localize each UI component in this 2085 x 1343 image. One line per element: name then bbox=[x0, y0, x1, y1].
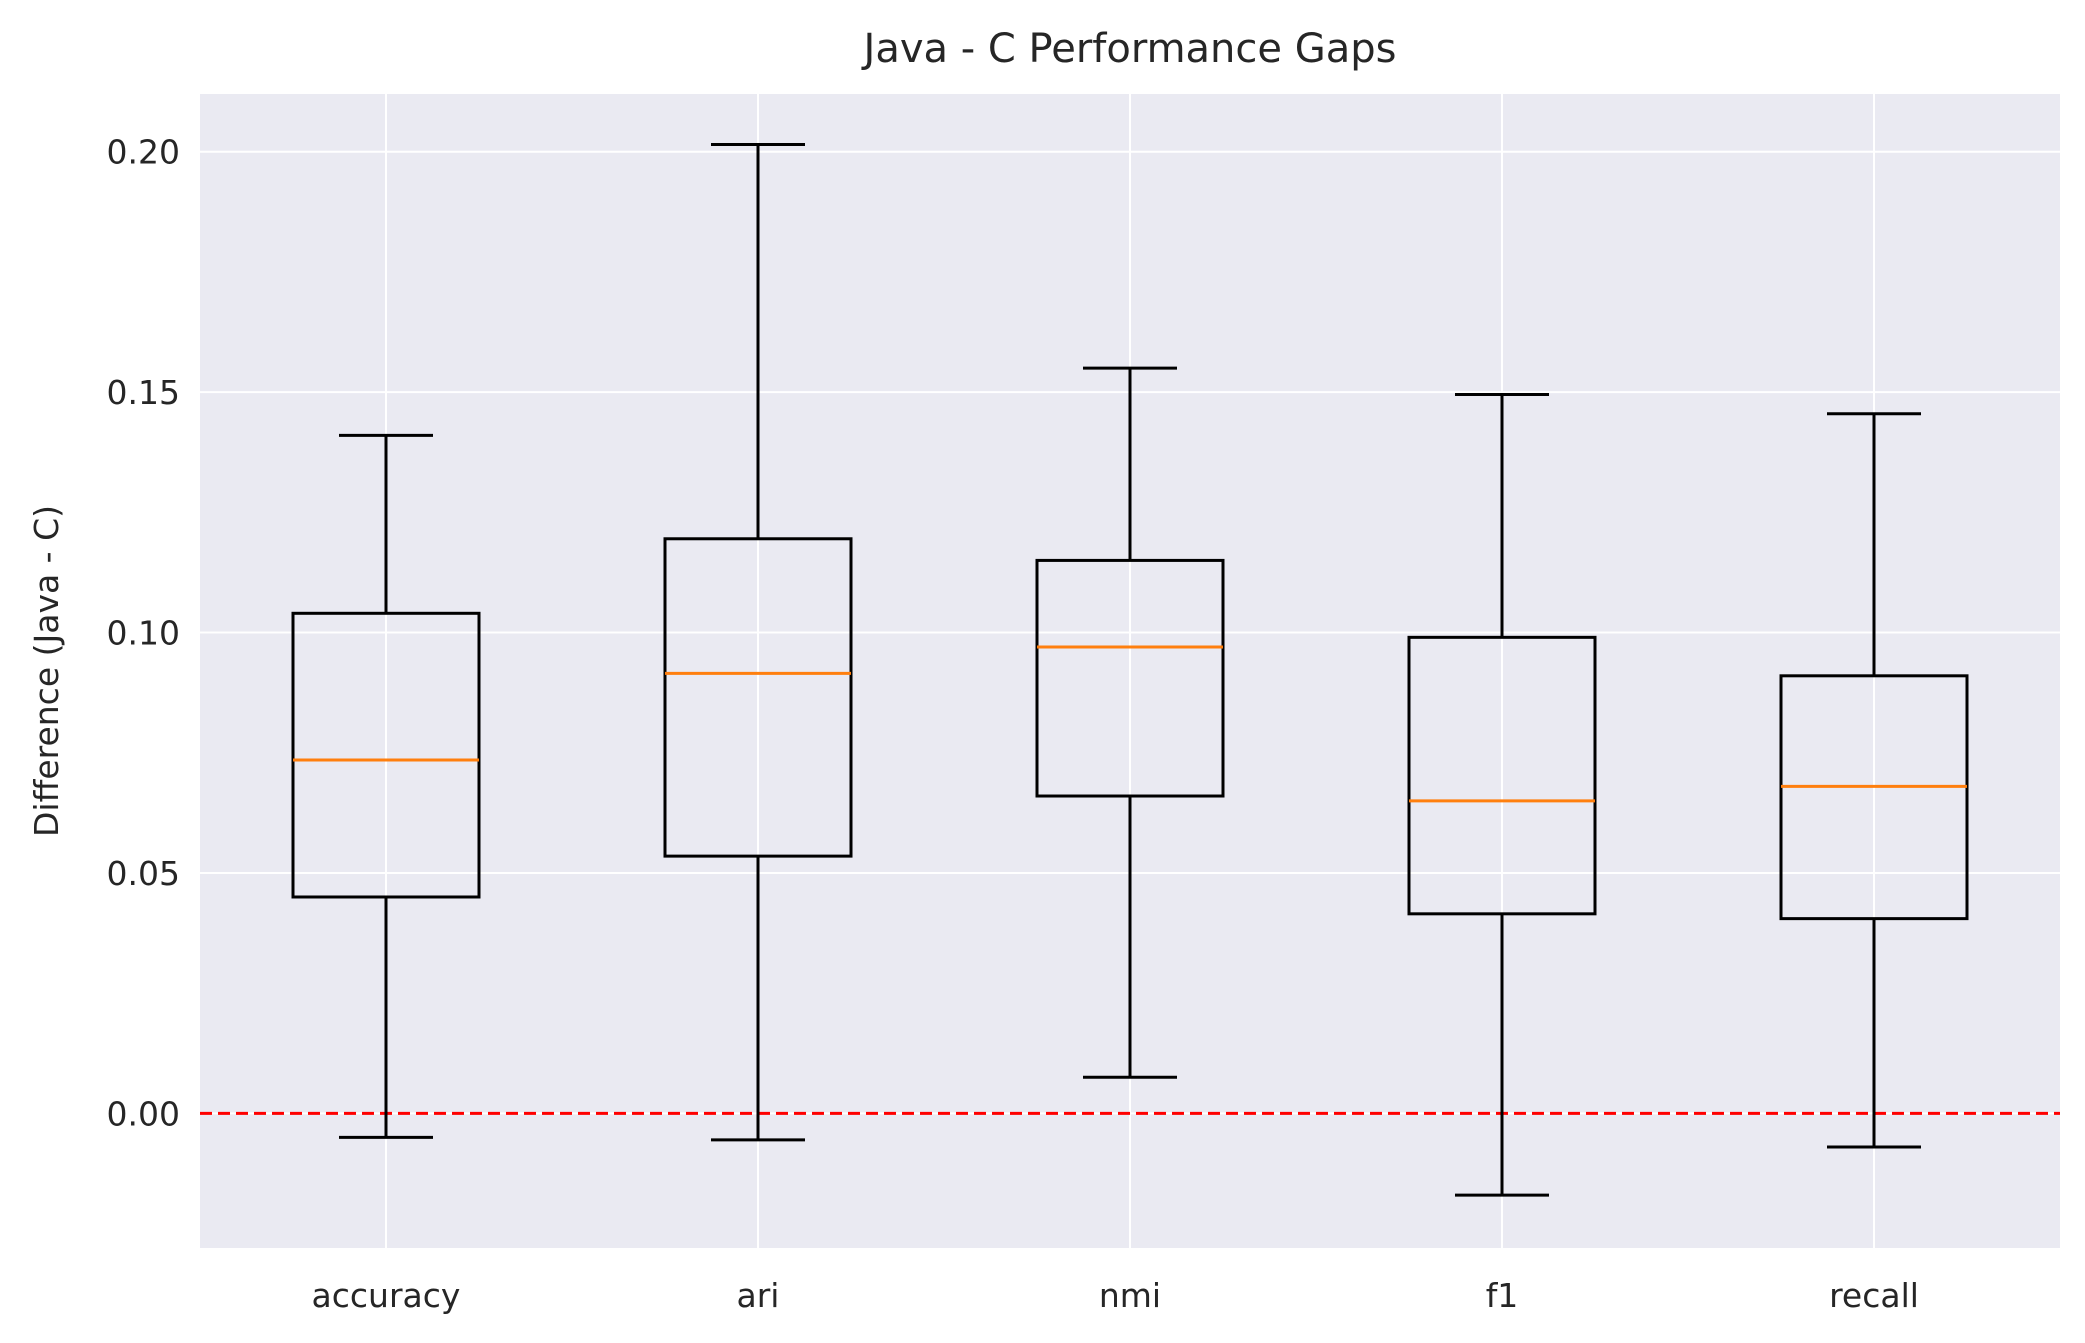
y-tick-label: 0.20 bbox=[107, 133, 180, 172]
y-axis-label: Difference (Java - C) bbox=[27, 505, 66, 837]
box-recall bbox=[1779, 674, 1969, 921]
x-tick-label: ari bbox=[737, 1276, 780, 1315]
x-tick-label: nmi bbox=[1099, 1276, 1161, 1315]
y-tick-label: 0.05 bbox=[107, 854, 180, 893]
x-tick-label: f1 bbox=[1486, 1276, 1519, 1315]
x-tick-label: accuracy bbox=[312, 1276, 461, 1315]
box-accuracy bbox=[291, 611, 481, 899]
box-ari bbox=[663, 537, 853, 858]
box-nmi bbox=[1035, 558, 1225, 798]
x-tick-label: recall bbox=[1829, 1276, 1919, 1315]
plot-area: 0.00 0.05 0.10 0.15 0.20 accuracy ari nmi f1 reca… bbox=[107, 94, 2060, 1315]
y-tick-label: 0.15 bbox=[107, 373, 180, 412]
y-tick-label: 0.00 bbox=[107, 1094, 180, 1133]
y-tick-label: 0.10 bbox=[107, 614, 180, 653]
chart-title: Java - C Performance Gaps bbox=[861, 26, 1397, 72]
box-f1 bbox=[1407, 635, 1597, 916]
